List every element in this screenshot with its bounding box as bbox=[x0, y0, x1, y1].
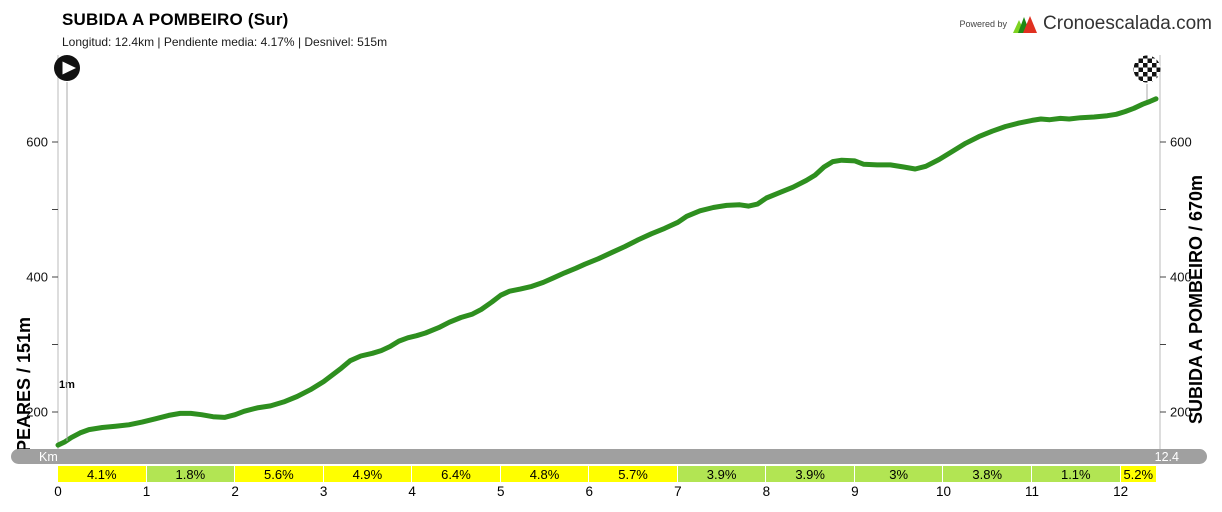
km-bar: Km 12.4 bbox=[11, 449, 1207, 464]
left-y-tick-label: 400 bbox=[26, 270, 48, 285]
right-y-tick-label: 600 bbox=[1170, 135, 1192, 150]
left-y-tick-label: 200 bbox=[26, 405, 48, 420]
gradient-segment: 3.8% bbox=[943, 466, 1033, 482]
gradient-segment: 1.1% bbox=[1032, 466, 1121, 482]
x-tick-label: 5 bbox=[496, 484, 505, 499]
right-y-tick-label: 400 bbox=[1170, 270, 1192, 285]
x-tick-label: 1 bbox=[142, 484, 151, 499]
gradient-segment: 5.2% bbox=[1120, 466, 1156, 482]
gradient-segment: 4.8% bbox=[500, 466, 590, 482]
branding[interactable]: Powered by Cronoescalada.com bbox=[959, 13, 1212, 35]
gradient-segment: 6.4% bbox=[412, 466, 501, 482]
play-icon bbox=[62, 61, 76, 75]
header: SUBIDA A POMBEIRO (Sur) Longitud: 12.4km… bbox=[62, 10, 387, 49]
right-y-tick-label: 200 bbox=[1170, 405, 1192, 420]
mountains-logo-icon bbox=[1013, 16, 1038, 33]
finish-checkered-flag-icon bbox=[1133, 55, 1161, 83]
gradient-segment: 3.9% bbox=[766, 466, 855, 482]
left-y-tick-label: 600 bbox=[26, 135, 48, 150]
gradient-segment: 4.1% bbox=[58, 466, 147, 482]
x-tick-label: 9 bbox=[851, 484, 859, 499]
x-tick-label: 8 bbox=[762, 484, 771, 499]
gradient-segment: 3% bbox=[854, 466, 944, 482]
x-tick-label: 10 bbox=[935, 484, 952, 499]
gradient-segment: 4.9% bbox=[323, 466, 413, 482]
km-bar-label: Km bbox=[39, 449, 58, 464]
x-tick-label: 0 bbox=[54, 484, 62, 499]
km-bar-total: 12.4 bbox=[1154, 449, 1179, 464]
gradient-segment: 5.6% bbox=[235, 466, 324, 482]
x-tick-label: 6 bbox=[585, 484, 594, 499]
x-tick-label: 3 bbox=[319, 484, 328, 499]
x-tick-label: 2 bbox=[231, 484, 239, 499]
x-tick-label: 7 bbox=[674, 484, 682, 499]
page-title: SUBIDA A POMBEIRO (Sur) bbox=[62, 10, 289, 29]
elevation-profile-line bbox=[55, 96, 1159, 448]
x-tick-label: 12 bbox=[1113, 484, 1129, 499]
powered-by-label: Powered by bbox=[959, 19, 1008, 29]
gradient-segment: 1.8% bbox=[146, 466, 236, 482]
gradient-segment: 5.7% bbox=[589, 466, 678, 482]
gradient-segment: 3.9% bbox=[677, 466, 767, 482]
climb-stats-subtitle: Longitud: 12.4km | Pendiente media: 4.17… bbox=[62, 35, 388, 49]
gradient-segments-row: 4.1% 1.8% 5.6% 4.9% 6.4% 4.8% 5.7% 3.9% 3.9% 3% 3.… bbox=[58, 466, 1156, 482]
x-tick-label: 4 bbox=[408, 484, 416, 499]
x-tick-label: 11 bbox=[1025, 484, 1040, 499]
brand-name: Cronoescalada.com bbox=[1043, 13, 1212, 34]
